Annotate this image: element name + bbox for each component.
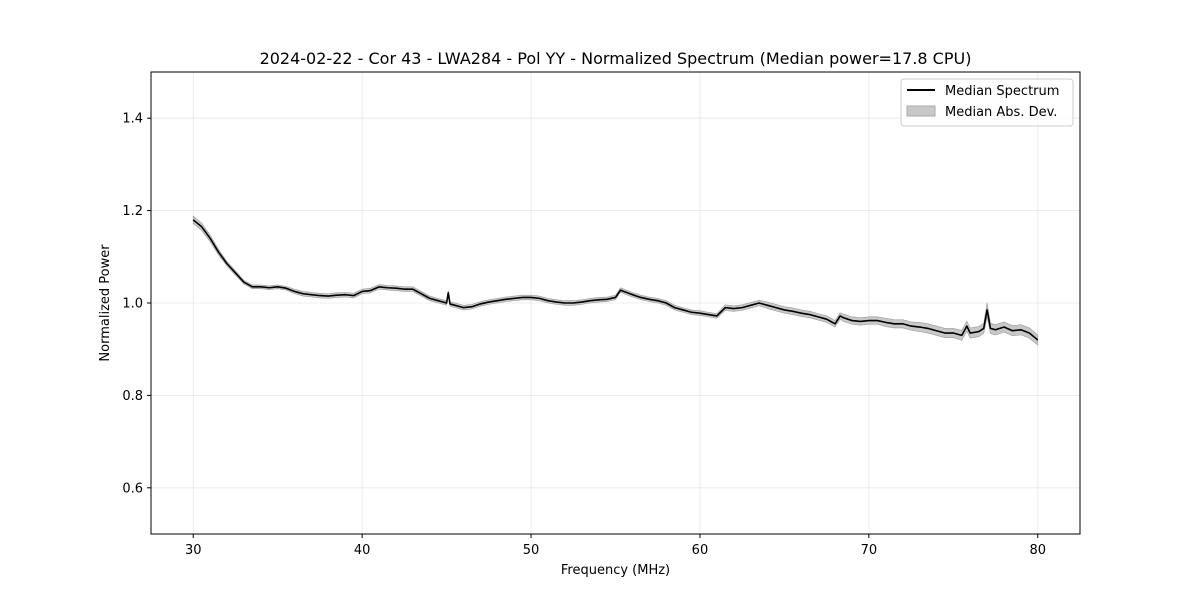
legend-box (900, 78, 1074, 127)
y-tick-label: 0.8 (122, 389, 143, 404)
median-abs-dev-band (192, 215, 1039, 346)
y-axis-ticks: 0.6 0.8 1.0 1.2 1.4 (122, 112, 151, 496)
x-tick-label: 60 (692, 543, 709, 558)
x-tick-label: 40 (354, 543, 371, 558)
y-tick-label: 1.2 (122, 204, 143, 219)
x-axis-label: Frequency (MHz) (561, 563, 670, 578)
median-spectrum-line (192, 219, 1039, 341)
x-tick-label: 50 (523, 543, 540, 558)
x-tick-label: 30 (185, 543, 202, 558)
chart-title: 2024-02-22 - Cor 43 - LWA284 - Pol YY - … (260, 49, 972, 68)
y-tick-label: 1.0 (122, 297, 143, 312)
y-tick-label: 1.4 (122, 112, 143, 127)
legend-median-abs-dev-swatch (906, 105, 936, 117)
x-tick-label: 70 (861, 543, 878, 558)
x-tick-label: 80 (1029, 543, 1046, 558)
x-axis-ticks: 30 40 50 60 70 80 (185, 534, 1046, 558)
legend-median-abs-dev-label: Median Abs. Dev. (945, 105, 1057, 120)
legend-median-spectrum-label: Median Spectrum (945, 84, 1059, 99)
grid (151, 72, 1080, 534)
y-tick-label: 0.6 (122, 481, 143, 496)
median-line-layer (192, 219, 1039, 341)
mad-band-layer (192, 215, 1039, 346)
legend: Median Spectrum Median Abs. Dev. (900, 78, 1074, 127)
y-axis-label: Normalized Power (98, 244, 113, 362)
